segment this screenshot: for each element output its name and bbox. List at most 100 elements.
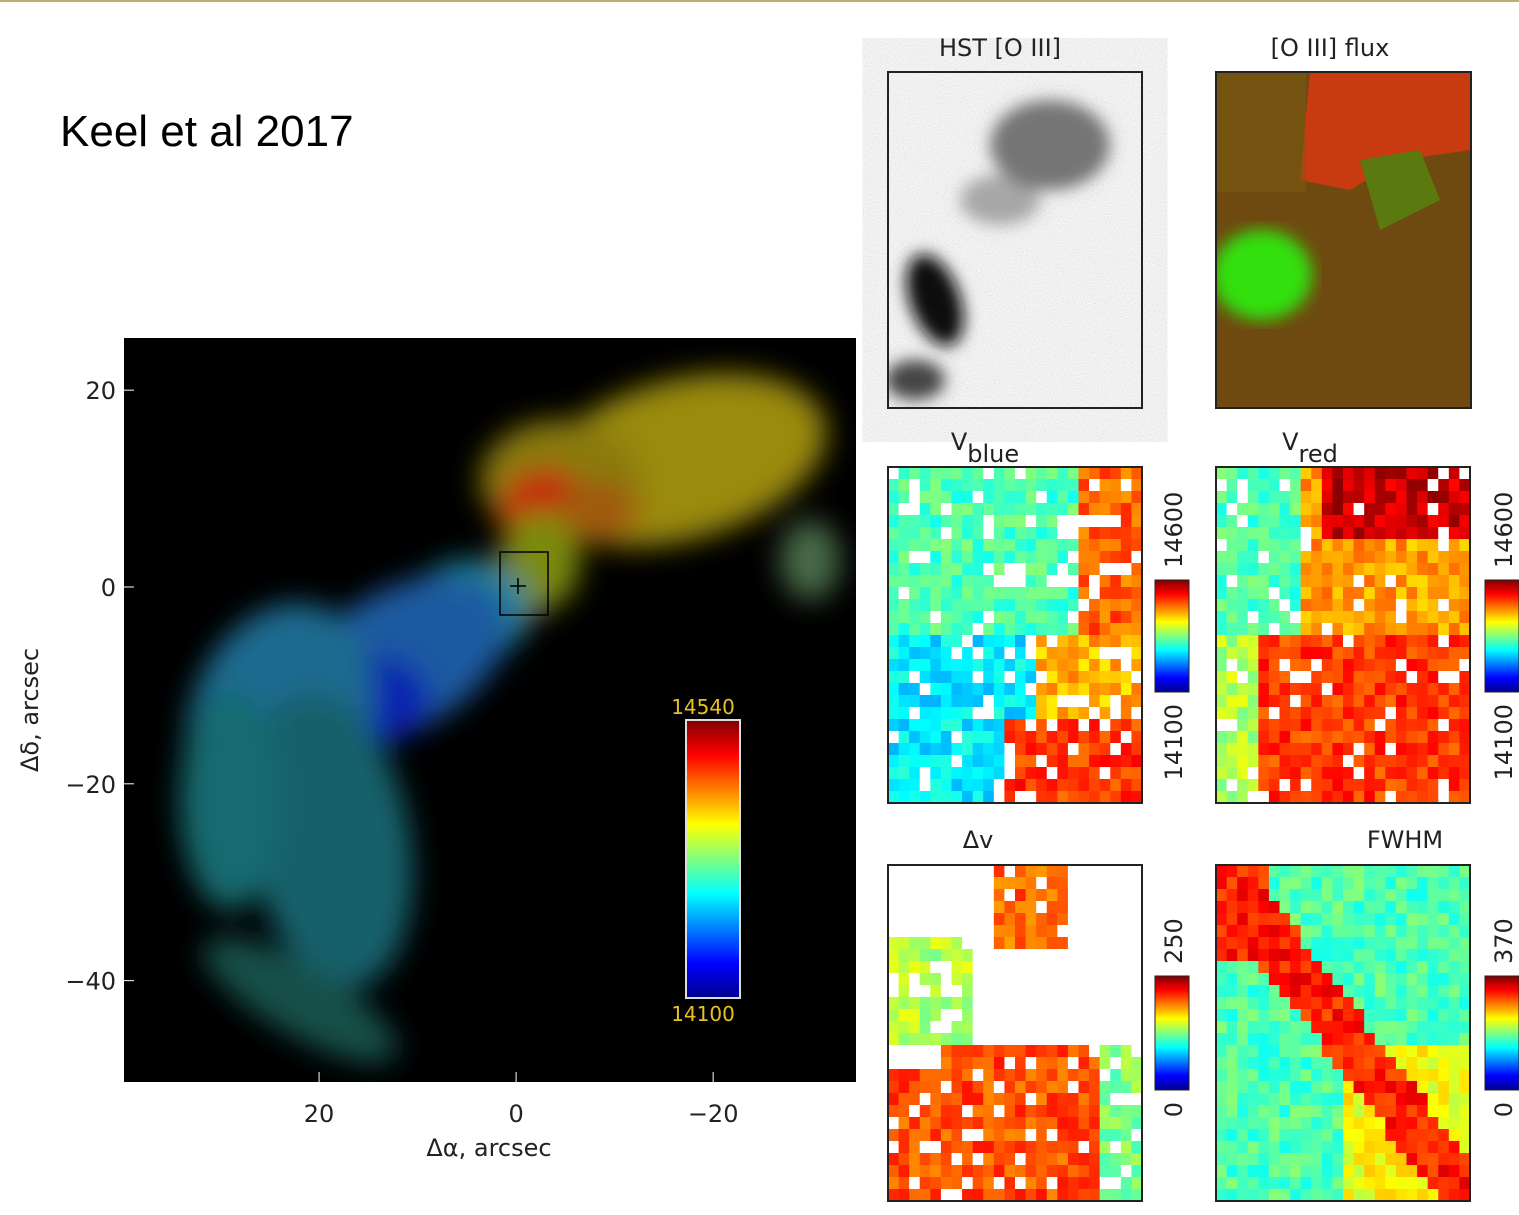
map-pixel xyxy=(1448,1009,1460,1022)
map-pixel xyxy=(1290,683,1302,696)
map-pixel xyxy=(1216,1117,1228,1130)
map-pixel xyxy=(951,1093,963,1106)
map-pixel xyxy=(1406,743,1418,756)
map-pixel xyxy=(1417,647,1429,660)
map-pixel xyxy=(1385,707,1397,720)
map-pixel xyxy=(1226,587,1238,600)
map-pixel xyxy=(1110,563,1122,576)
map-pixel xyxy=(1332,719,1344,732)
map-pixel xyxy=(1004,997,1016,1010)
map-pixel xyxy=(993,1009,1005,1022)
map-pixel xyxy=(1258,515,1270,528)
map-pixel xyxy=(1247,1165,1259,1178)
map-pixel xyxy=(1374,1141,1386,1154)
map-pixel xyxy=(1036,1141,1048,1154)
map-pixel xyxy=(1099,575,1111,588)
map-pixel xyxy=(940,551,952,564)
map-pixel xyxy=(1015,949,1027,962)
map-pixel xyxy=(1364,1141,1376,1154)
map-pixel xyxy=(1004,467,1016,480)
map-pixel xyxy=(1343,961,1355,974)
map-pixel xyxy=(1057,527,1069,540)
map-pixel xyxy=(1300,961,1312,974)
map-pixel xyxy=(1057,755,1069,768)
map-pixel xyxy=(1120,1141,1132,1154)
map-pixel xyxy=(1321,779,1333,792)
map-pixel xyxy=(1300,539,1312,552)
map-pixel xyxy=(1258,1105,1270,1118)
map-pixel xyxy=(1004,587,1016,600)
map-pixel xyxy=(1237,985,1249,998)
map-pixel xyxy=(919,767,931,780)
map-pixel xyxy=(1025,767,1037,780)
map-pixel xyxy=(1332,515,1344,528)
map-pixel xyxy=(930,949,942,962)
map-pixel xyxy=(1216,985,1228,998)
map-pixel xyxy=(1099,515,1111,528)
map-pixel xyxy=(930,889,942,902)
map-pixel xyxy=(1374,1105,1386,1118)
map-pixel xyxy=(1427,1129,1439,1142)
map-pixel xyxy=(962,599,974,612)
map-pixel xyxy=(888,647,900,660)
map-pixel xyxy=(962,901,974,914)
map-pixel xyxy=(930,551,942,564)
map-pixel xyxy=(983,623,995,636)
map-pixel xyxy=(1279,479,1291,492)
map-pixel xyxy=(1353,925,1365,938)
map-pixel xyxy=(940,467,952,480)
map-pixel xyxy=(930,719,942,732)
map-pixel xyxy=(1057,515,1069,528)
map-pixel xyxy=(983,973,995,986)
map-pixel xyxy=(1057,925,1069,938)
map-pixel xyxy=(1448,913,1460,926)
map-pixel xyxy=(1395,503,1407,516)
map-pixel xyxy=(1279,1141,1291,1154)
map-pixel xyxy=(1300,659,1312,672)
map-pixel xyxy=(1036,779,1048,792)
map-pixel xyxy=(1131,671,1143,684)
map-pixel xyxy=(909,491,921,504)
map-pixel xyxy=(1448,1093,1460,1106)
map-pixel xyxy=(983,767,995,780)
map-pixel xyxy=(1089,743,1101,756)
map-pixel xyxy=(909,503,921,516)
map-pixel xyxy=(1395,865,1407,878)
map-pixel xyxy=(1290,539,1302,552)
map-pixel xyxy=(1268,1093,1280,1106)
map-pixel xyxy=(1004,913,1016,926)
map-pixel xyxy=(1046,865,1058,878)
map-pixel xyxy=(1036,503,1048,516)
map-pixel xyxy=(1247,743,1259,756)
map-pixel xyxy=(1374,611,1386,624)
map-pixel xyxy=(1395,925,1407,938)
map-pixel xyxy=(1078,925,1090,938)
map-pixel xyxy=(1279,973,1291,986)
map-pixel xyxy=(1385,901,1397,914)
map-pixel xyxy=(1046,949,1058,962)
map-pixel xyxy=(1427,1069,1439,1082)
map-pixel xyxy=(1311,1129,1323,1142)
map-pixel xyxy=(1311,865,1323,878)
map-pixel xyxy=(930,503,942,516)
map-pixel xyxy=(1120,743,1132,756)
map-pixel xyxy=(1036,791,1048,804)
map-pixel xyxy=(1268,671,1280,684)
map-pixel xyxy=(1417,901,1429,914)
map-pixel xyxy=(1025,671,1037,684)
map-pixel xyxy=(1353,889,1365,902)
hst-panel xyxy=(887,71,1143,409)
map-pixel xyxy=(1099,503,1111,516)
map-pixel xyxy=(1078,671,1090,684)
map-pixel xyxy=(1237,1021,1249,1034)
map-pixel xyxy=(940,1021,952,1034)
map-pixel xyxy=(1332,779,1344,792)
map-pixel xyxy=(1364,599,1376,612)
map-pixel xyxy=(1110,635,1122,648)
map-pixel xyxy=(1417,527,1429,540)
map-pixel xyxy=(898,539,910,552)
map-pixel xyxy=(1099,1081,1111,1094)
map-pixel xyxy=(993,743,1005,756)
map-pixel xyxy=(1353,575,1365,588)
map-pixel xyxy=(1417,877,1429,890)
